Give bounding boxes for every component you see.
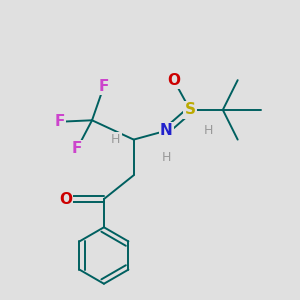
Text: F: F [54,114,64,129]
Text: S: S [184,102,196,117]
Text: O: O [59,191,72,206]
Text: H: H [111,133,121,146]
Text: O: O [167,73,180,88]
Text: F: F [72,141,83,156]
Text: H: H [162,151,171,164]
Text: H: H [203,124,213,137]
Text: N: N [160,123,173,138]
Text: F: F [99,79,109,94]
